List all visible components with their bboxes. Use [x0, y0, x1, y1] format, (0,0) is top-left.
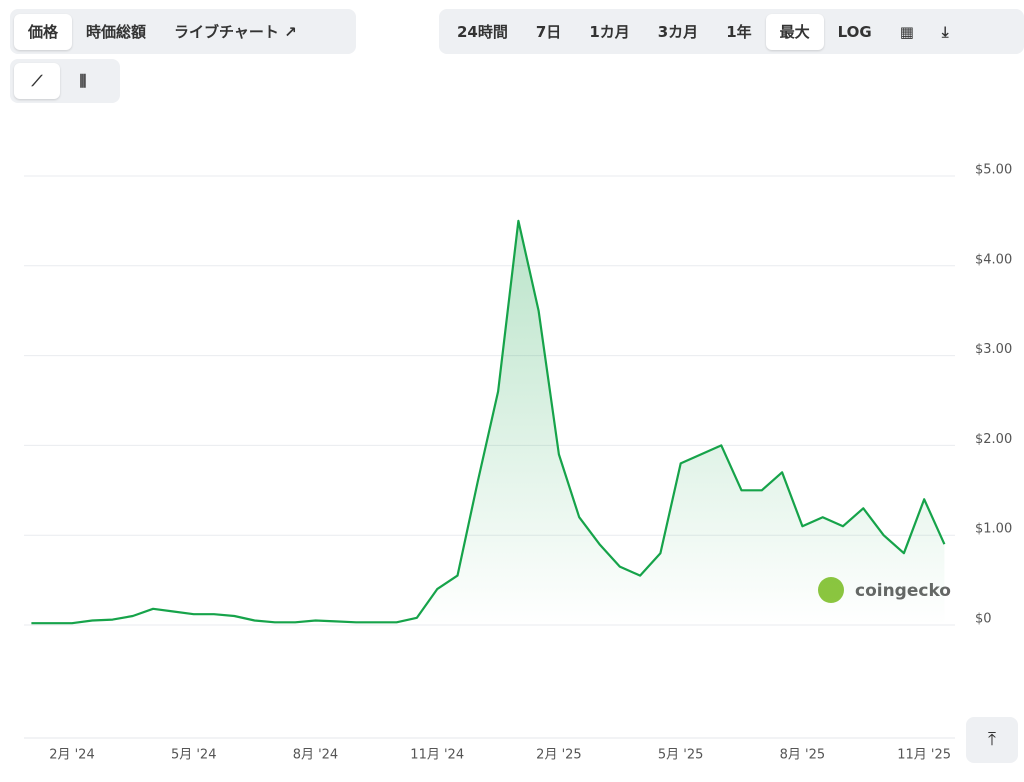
y-tick-label: $2.00: [975, 432, 1012, 447]
x-tick-label: 8月 '24: [293, 748, 339, 763]
range[interactable]: LOG: [837, 22, 872, 41]
candle-button[interactable]: ⫼: [79, 72, 87, 90]
range[interactable]: 最大: [765, 13, 824, 50]
x-tick-label: 5月 '24: [171, 748, 217, 763]
x-tick-label: 5月 '25: [658, 748, 704, 763]
x-tick-label: 2月 '25: [536, 748, 582, 763]
download-button[interactable]: ⤓: [941, 22, 949, 41]
range-group: 24時間 7日 1カ月 3カ月 1年 最大 LOG ▦ ⤓: [439, 9, 1024, 54]
range[interactable]: 24時間: [457, 23, 508, 41]
chart-type-group: ⟋ ⫼: [10, 59, 120, 103]
scroll-top-button[interactable]: [966, 717, 1018, 763]
tab[interactable]: ライブチャート ↗: [174, 22, 297, 42]
y-tick-label: $5.00: [975, 163, 1012, 178]
line-button[interactable]: ⟋: [14, 63, 60, 99]
x-tick-label: 8月 '25: [780, 748, 826, 763]
scroll-top-icon: ⤒: [988, 729, 996, 750]
y-tick-label: $3.00: [975, 342, 1012, 357]
tab[interactable]: 時価総額: [86, 23, 147, 41]
range[interactable]: 3カ月: [657, 23, 699, 41]
range[interactable]: 1カ月: [589, 23, 630, 41]
y-tick-label: $0: [975, 612, 992, 627]
x-tick-label: 11月 '25: [897, 748, 951, 763]
range[interactable]: 1年: [726, 23, 752, 41]
tab-group: 価格 時価総額 ライブチャート ↗: [10, 9, 356, 54]
area: [31, 220, 945, 625]
x-tick-label: 11月 '24: [410, 748, 464, 763]
tab-label: ライブチャート: [174, 23, 279, 41]
x-tick-label: 2月 '24: [49, 748, 95, 763]
y-tick-label: $1.00: [975, 522, 1012, 537]
tab[interactable]: 価格: [14, 13, 73, 50]
calendar-button[interactable]: ▦: [899, 22, 914, 41]
y-tick-label: $4.00: [975, 252, 1012, 267]
line: [31, 219, 946, 625]
range[interactable]: 7日: [535, 23, 562, 41]
